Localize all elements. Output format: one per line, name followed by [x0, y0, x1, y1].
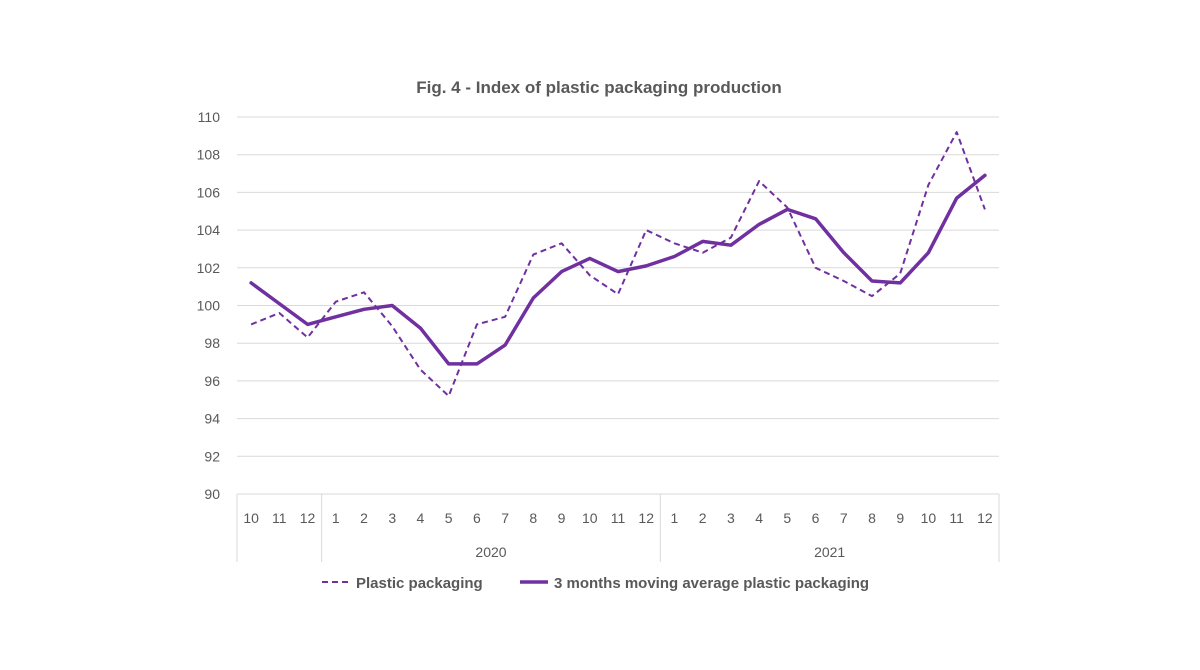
- x-tick-label: 5: [445, 510, 453, 526]
- y-tick-label: 110: [198, 109, 221, 125]
- x-tick-label: 12: [977, 510, 993, 526]
- y-tick-label: 96: [204, 373, 220, 389]
- x-tick-label: 10: [243, 510, 259, 526]
- x-tick-label: 12: [300, 510, 316, 526]
- series-line-plastic-packaging: [250, 131, 986, 397]
- y-tick-label: 98: [204, 335, 220, 351]
- x-tick-label: 9: [558, 510, 566, 526]
- y-axis: 90 92 94 96 98 100 102 104 106 108 110: [197, 109, 221, 502]
- x-tick-label: 5: [783, 510, 791, 526]
- x-tick-label: 8: [529, 510, 537, 526]
- x-tick-label: 2: [699, 510, 707, 526]
- y-tick-label: 90: [204, 486, 220, 502]
- x-tick-label: 10: [921, 510, 937, 526]
- x-axis: 10 11 12 1 2 3 4 5 6 7 8 9 10 11 12 1 2 3 4 5 6 7 8 9 10 11 122020…: [236, 493, 1000, 562]
- x-tick-label: 4: [417, 510, 425, 526]
- x-tick-label: 6: [812, 510, 820, 526]
- y-tick-label: 94: [204, 411, 220, 427]
- x-tick-label: 4: [755, 510, 763, 526]
- y-tick-label: 104: [197, 222, 221, 238]
- year-group-label: 2020: [475, 544, 506, 560]
- y-tick-label: 102: [197, 260, 221, 276]
- y-tick-label: 106: [197, 184, 221, 200]
- legend-label-moving-average: 3 months moving average plastic packagin…: [554, 575, 869, 592]
- x-tick-label: 3: [727, 510, 735, 526]
- x-tick-label: 12: [638, 510, 654, 526]
- x-tick-label: 6: [473, 510, 481, 526]
- x-tick-label: 9: [896, 510, 904, 526]
- gridlines: [237, 116, 999, 457]
- series-line-moving-average: [249, 173, 987, 366]
- series-lines: [249, 131, 987, 397]
- legend-label-plastic-packaging: Plastic packaging: [356, 575, 483, 592]
- legend: Plastic packaging 3 months moving averag…: [322, 575, 869, 592]
- x-tick-label: 3: [388, 510, 396, 526]
- x-tick-label: 1: [671, 510, 679, 526]
- x-tick-label: 1: [332, 510, 340, 526]
- y-tick-label: 100: [197, 298, 221, 314]
- x-tick-label: 2: [360, 510, 368, 526]
- year-group-label: 2021: [814, 544, 845, 560]
- x-tick-label: 7: [501, 510, 509, 526]
- x-tick-label: 8: [868, 510, 876, 526]
- x-tick-label: 11: [272, 510, 287, 526]
- x-tick-label: 7: [840, 510, 848, 526]
- chart-title: Fig. 4 - Index of plastic packaging prod…: [416, 78, 782, 97]
- x-tick-label: 10: [582, 510, 598, 526]
- x-tick-label: 11: [949, 510, 964, 526]
- y-tick-label: 92: [204, 448, 220, 464]
- x-tick-label: 11: [611, 510, 626, 526]
- y-tick-label: 108: [197, 147, 221, 163]
